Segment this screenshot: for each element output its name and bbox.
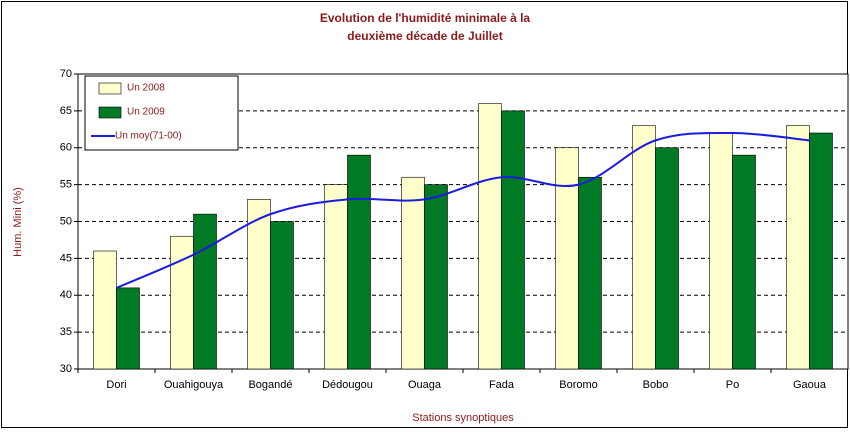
chart-title: Evolution de l'humidité minimale à la xyxy=(320,11,531,25)
x-tick-label: Ouaga xyxy=(408,379,442,391)
x-tick-label: Dédougou xyxy=(322,379,373,391)
bar xyxy=(347,154,371,370)
bar xyxy=(578,176,602,370)
bar xyxy=(655,147,679,370)
bar xyxy=(478,103,502,370)
y-tick-label: 30 xyxy=(60,363,72,375)
bar xyxy=(424,184,448,370)
y-tick-label: 60 xyxy=(60,142,72,154)
bar xyxy=(93,250,117,370)
legend-label: Un moy(71-00) xyxy=(115,131,182,142)
legend-label: Un 2008 xyxy=(127,83,165,94)
y-tick-label: 65 xyxy=(60,105,72,117)
bar xyxy=(555,147,579,370)
y-tick-label: 50 xyxy=(60,215,72,227)
legend-label: Un 2009 xyxy=(127,107,165,118)
bar xyxy=(709,132,733,370)
bar xyxy=(501,110,525,370)
x-tick-label: Po xyxy=(726,379,739,391)
bar xyxy=(809,132,833,370)
y-tick-label: 40 xyxy=(60,289,72,301)
x-tick-label: Ouahigouya xyxy=(164,379,224,391)
x-tick-label: Boromo xyxy=(559,379,598,391)
y-tick-label: 70 xyxy=(60,68,72,80)
chart-title: deuxième décade de Juillet xyxy=(347,29,502,43)
y-tick-label: 55 xyxy=(60,179,72,191)
bar xyxy=(632,125,656,370)
legend-swatch xyxy=(98,106,122,119)
bar xyxy=(732,154,756,370)
bar xyxy=(786,125,810,370)
bar xyxy=(324,184,348,370)
y-axis-label: Hum. Mini (%) xyxy=(12,187,24,257)
y-tick-label: 45 xyxy=(60,252,72,264)
y-tick-label: 35 xyxy=(60,326,72,338)
bar xyxy=(270,221,294,370)
bar xyxy=(247,199,271,370)
x-tick-label: Fada xyxy=(489,379,515,391)
x-tick-label: Dori xyxy=(106,379,126,391)
x-tick-label: Bobo xyxy=(643,379,669,391)
bar xyxy=(193,213,217,370)
bar xyxy=(116,287,140,370)
x-tick-label: Bogandé xyxy=(248,379,292,391)
x-tick-label: Gaoua xyxy=(793,379,827,391)
x-axis-label: Stations synoptiques xyxy=(412,412,514,424)
legend-swatch xyxy=(98,82,122,95)
bar xyxy=(401,176,425,370)
line xyxy=(116,131,810,289)
